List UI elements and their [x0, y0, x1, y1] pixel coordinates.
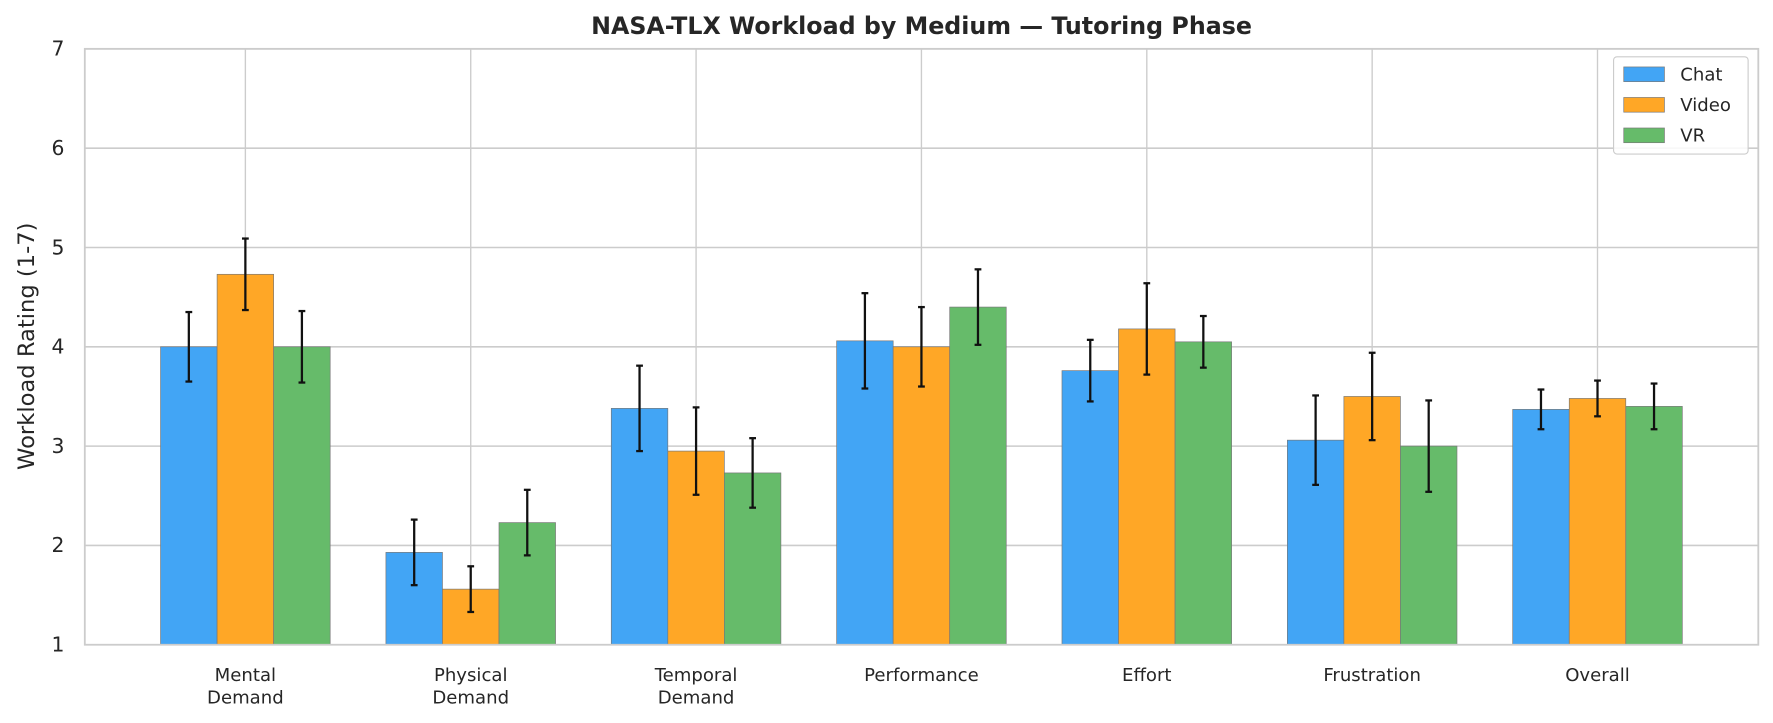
x-tick-label: Temporal Demand — [654, 665, 738, 709]
x-tick-label: Frustration — [1323, 665, 1421, 686]
legend-label: Video — [1680, 95, 1731, 116]
error-bar — [749, 437, 757, 509]
plot-frame — [83, 47, 1760, 646]
y-tick-label: 1 — [51, 633, 64, 657]
chart-title: NASA-TLX Workload by Medium — Tutoring P… — [591, 12, 1252, 40]
error-bar — [1199, 314, 1207, 369]
error-bar — [974, 268, 982, 346]
error-bar — [1143, 282, 1151, 376]
legend: Chat Video VR — [1613, 56, 1749, 155]
error-bar — [861, 292, 869, 390]
error-bar — [1312, 394, 1320, 486]
x-tick-label: Mental Demand — [207, 665, 284, 709]
bar-video — [216, 273, 274, 646]
legend-label: VR — [1680, 126, 1705, 147]
error-bar — [523, 488, 531, 557]
bar-video — [1568, 398, 1627, 646]
bar-vr — [273, 346, 331, 646]
x-ticks: Mental Demand Physical Demand Temporal Demand… — [207, 665, 1630, 709]
bar-chat — [1512, 409, 1570, 646]
error-bar — [467, 565, 475, 614]
y-tick-label: 4 — [51, 335, 64, 359]
error-bar — [1086, 338, 1094, 403]
x-tick-label: Performance — [864, 665, 979, 686]
error-bar — [298, 309, 306, 384]
legend-swatch-video — [1623, 97, 1665, 113]
bar-video — [1118, 328, 1176, 646]
x-tick-label: Physical Demand — [432, 665, 509, 709]
y-tick-label: 3 — [51, 434, 64, 458]
bar-video — [892, 346, 951, 646]
error-bar — [692, 406, 700, 496]
legend-swatch-vr — [1623, 127, 1665, 144]
bar-vr — [949, 306, 1007, 646]
x-tick-label: Effort — [1122, 665, 1171, 686]
bars — [160, 273, 1683, 646]
error-bar — [241, 237, 249, 312]
error-bar — [918, 305, 925, 388]
error-bar — [1537, 388, 1545, 431]
y-ticks: 1 2 3 4 5 6 7 — [51, 37, 64, 657]
error-bar — [636, 364, 643, 453]
bar-chat — [1061, 370, 1119, 646]
error-bar — [1650, 382, 1658, 431]
y-tick-label: 7 — [51, 37, 64, 61]
error-bars — [185, 237, 1658, 614]
error-bar — [1425, 399, 1433, 493]
y-tick-label: 6 — [51, 136, 64, 160]
y-axis-label: Workload Rating (1-7) — [14, 223, 40, 470]
error-bar — [1594, 379, 1601, 418]
legend-swatch-chat — [1623, 66, 1665, 82]
bar-chat — [160, 346, 218, 646]
bar-vr — [1174, 341, 1232, 646]
error-bar — [410, 518, 418, 587]
y-tick-label: 5 — [51, 235, 64, 259]
error-bar — [1368, 351, 1376, 442]
y-tick-label: 2 — [51, 533, 64, 557]
error-bar — [185, 310, 193, 383]
x-tick-label: Overall — [1565, 665, 1630, 686]
bar-vr — [1625, 406, 1683, 646]
legend-label: Chat — [1680, 65, 1722, 86]
